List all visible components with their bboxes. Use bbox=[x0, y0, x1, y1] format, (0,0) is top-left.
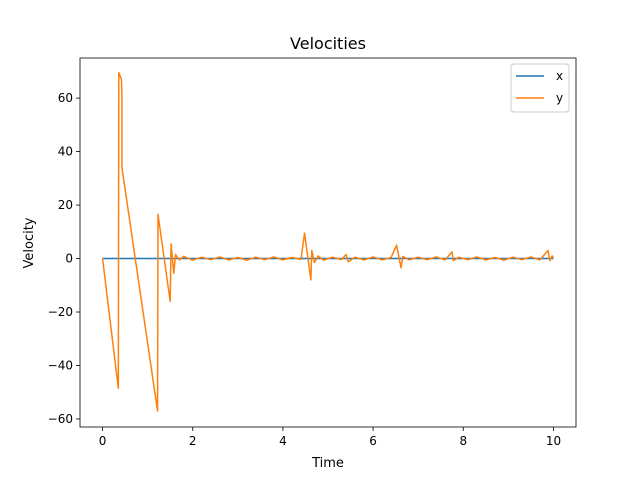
legend-label-y: y bbox=[556, 91, 563, 105]
x-tick-label: 6 bbox=[369, 434, 377, 448]
x-tick-label: 0 bbox=[99, 434, 107, 448]
x-tick-label: 8 bbox=[459, 434, 467, 448]
y-tick-label: −40 bbox=[48, 359, 73, 373]
y-axis-label: Velocity bbox=[22, 217, 37, 268]
x-tick-label: 4 bbox=[279, 434, 287, 448]
y-tick-label: 40 bbox=[58, 145, 73, 159]
x-axis-label: Time bbox=[311, 456, 344, 471]
plot-area: 0 2 4 6 8 10 −60 −40 −20 0 20 40 60 bbox=[48, 57, 577, 448]
y-tick-label: −20 bbox=[48, 305, 73, 319]
x-tick-label: 2 bbox=[189, 434, 197, 448]
chart-title: Velocities bbox=[290, 34, 366, 53]
y-tick-label: −60 bbox=[48, 412, 73, 426]
axes-frame bbox=[79, 57, 577, 428]
y-tick-label: 60 bbox=[58, 91, 73, 105]
y-tick-label: 20 bbox=[58, 198, 73, 212]
legend: xy bbox=[510, 63, 570, 113]
x-tick-label: 10 bbox=[546, 434, 561, 448]
legend-label-x: x bbox=[556, 69, 563, 83]
series-y-line bbox=[101, 71, 555, 412]
y-tick-label: 0 bbox=[65, 252, 73, 266]
